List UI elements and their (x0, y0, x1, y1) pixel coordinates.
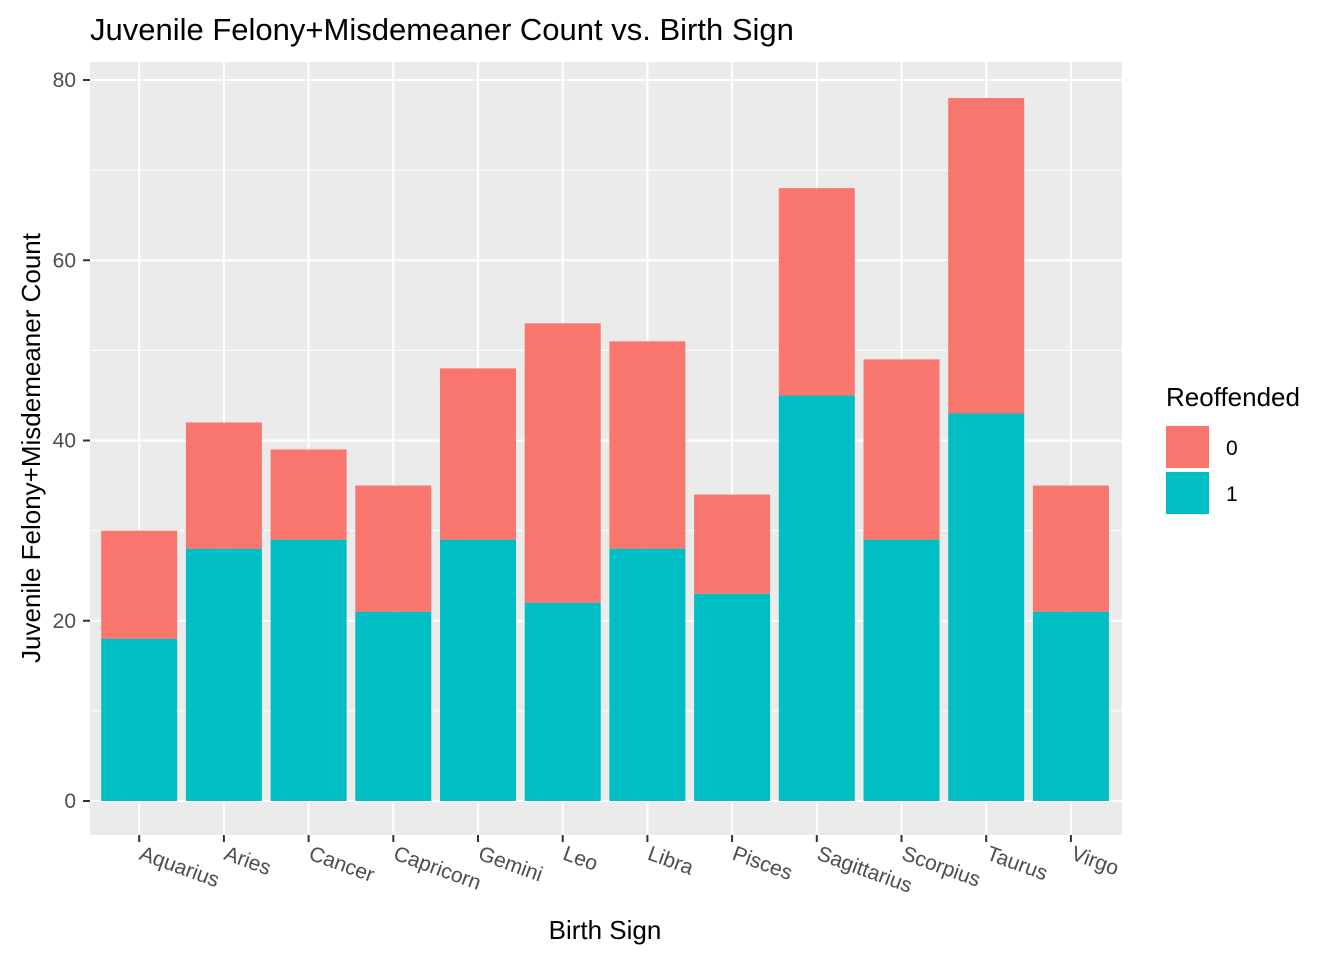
legend-label-0: 0 (1226, 437, 1238, 460)
bar-aries-reoffended-0 (185, 422, 262, 549)
legend-swatch-0 (1166, 426, 1209, 468)
bar-taurus-reoffended-0 (948, 98, 1025, 414)
legend: Reoffended 0 1 (1166, 382, 1300, 514)
y-axis: 0 20 40 60 80 (53, 69, 90, 813)
x-tick-label: Cancer (306, 842, 377, 887)
bar-pisces-reoffended-0 (694, 494, 771, 594)
x-tick-label: Pisces (729, 842, 795, 885)
bar-virgo-reoffended-1 (1032, 611, 1109, 801)
x-tick-label: Gemini (475, 842, 545, 886)
bars (101, 98, 1109, 801)
y-tick-label: 0 (64, 790, 76, 813)
bar-sagittarius-reoffended-1 (778, 395, 855, 801)
bar-aquarius-reoffended-1 (101, 638, 178, 801)
bar-taurus-reoffended-1 (948, 413, 1025, 801)
bar-scorpius-reoffended-0 (863, 359, 940, 540)
chart-title: Juvenile Felony+Misdemeaner Count vs. Bi… (90, 12, 794, 47)
bar-pisces-reoffended-1 (694, 593, 771, 801)
y-axis-title: Juvenile Felony+Misdemeaner Count (16, 232, 46, 663)
bar-libra-reoffended-1 (609, 548, 686, 801)
bar-gemini-reoffended-1 (440, 539, 516, 801)
bar-capricorn-reoffended-0 (355, 485, 432, 612)
x-tick-label: Capricorn (391, 842, 484, 895)
x-tick-label: Sagittarius (814, 842, 915, 898)
x-axis-title: Birth Sign (549, 915, 662, 945)
legend-title: Reoffended (1166, 382, 1300, 412)
x-tick-label: Aquarius (136, 842, 222, 892)
legend-swatch-1 (1166, 472, 1209, 514)
bar-leo-reoffended-1 (524, 602, 601, 801)
bar-gemini-reoffended-0 (440, 368, 516, 540)
x-tick-label: Taurus (983, 842, 1050, 885)
x-tick-label: Leo (560, 842, 601, 876)
bar-leo-reoffended-0 (524, 323, 601, 603)
bar-aries-reoffended-1 (185, 548, 262, 801)
bar-sagittarius-reoffended-0 (778, 188, 855, 396)
bar-cancer-reoffended-0 (270, 449, 347, 540)
legend-label-1: 1 (1226, 483, 1238, 506)
x-tick-label: Aries (221, 842, 274, 880)
y-tick-label: 20 (53, 610, 76, 633)
y-tick-label: 40 (53, 430, 76, 453)
x-tick-label: Virgo (1068, 842, 1122, 880)
bar-capricorn-reoffended-1 (355, 611, 432, 801)
bar-aquarius-reoffended-0 (101, 530, 178, 639)
bar-libra-reoffended-0 (609, 341, 686, 549)
x-tick-label: Libra (645, 842, 697, 880)
bar-scorpius-reoffended-1 (863, 539, 940, 801)
y-tick-label: 60 (53, 249, 76, 272)
y-tick-label: 80 (53, 69, 76, 92)
bar-cancer-reoffended-1 (270, 539, 347, 801)
bar-virgo-reoffended-0 (1032, 485, 1109, 612)
